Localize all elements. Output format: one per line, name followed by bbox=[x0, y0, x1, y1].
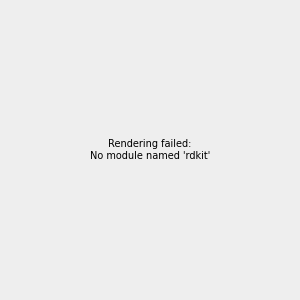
Text: Rendering failed:
No module named 'rdkit': Rendering failed: No module named 'rdkit… bbox=[90, 139, 210, 161]
